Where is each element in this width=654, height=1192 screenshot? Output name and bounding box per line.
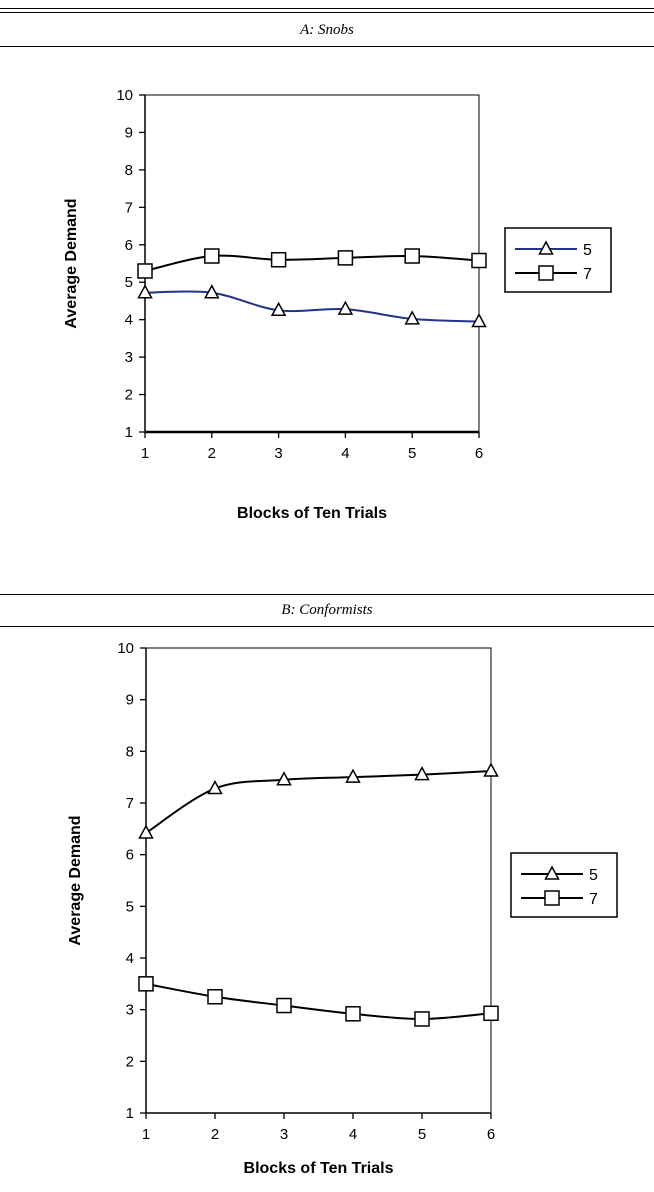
chart-a-plot-area <box>144 94 480 433</box>
chart-b-y-tick-label: 5 <box>126 898 134 915</box>
chart-b-series-7-point <box>138 976 154 992</box>
chart-a-legend-label-5: 5 <box>583 242 592 259</box>
panel-a-title-rule <box>0 46 654 47</box>
chart-a-y-tick-label: 9 <box>125 124 133 141</box>
chart-b-x-axis-label: Blocks of Ten Trials <box>244 1160 394 1177</box>
chart-a-series-7-point <box>204 248 220 264</box>
chart-b-y-tick-label: 6 <box>126 847 134 864</box>
chart-a-y-tick-label: 8 <box>125 162 133 179</box>
chart-b-series-7-point <box>345 1006 361 1022</box>
panel-a-title: A: Snobs <box>300 22 354 38</box>
chart-b-x-tick-label: 2 <box>211 1126 219 1143</box>
chart-a-y-tick-label: 5 <box>125 274 133 291</box>
chart-b-series-5-point <box>207 779 223 795</box>
chart-a-y-tick-label: 3 <box>125 349 133 366</box>
chart-a-legend: 57 <box>504 227 612 293</box>
chart-b-x-tick-label: 4 <box>349 1126 357 1143</box>
chart-a-series-7-point <box>337 250 354 266</box>
chart-b-series-5-line <box>145 769 492 834</box>
chart-a-series-5-point <box>337 300 354 315</box>
chart-a-series-7-point <box>137 263 153 279</box>
chart-b-series-5 <box>138 762 499 839</box>
chart-b-y-tick-label: 1 <box>126 1105 134 1122</box>
chart-b-legend-marker-7 <box>544 890 560 906</box>
panel-b-title-rule <box>0 626 654 627</box>
chart-b-series-7-point <box>276 997 292 1014</box>
chart-a-y-tick-label: 6 <box>125 237 133 254</box>
chart-a-y-axis-label: Average Demand <box>63 198 80 328</box>
chart-b-series-5-point <box>483 762 499 777</box>
chart-b-y-tick-label: 4 <box>126 950 134 967</box>
chart-b-legend-label-5: 5 <box>589 867 598 884</box>
chart-a-legend-label-7: 7 <box>583 266 592 283</box>
chart-a-series-7-line <box>144 254 480 272</box>
top-double-rule-1 <box>0 8 654 9</box>
chart-b-x-tick-label: 6 <box>487 1126 495 1143</box>
chart-a-series-5-point <box>270 301 287 317</box>
chart-a-series-7 <box>137 248 487 279</box>
chart-b-series-7-line <box>145 982 492 1020</box>
chart-a-legend-marker-7 <box>538 265 554 281</box>
chart-a-y-tick-label: 1 <box>125 424 133 441</box>
chart-a-y-tick-label: 10 <box>116 87 133 104</box>
chart-b-y-tick-label: 3 <box>126 1002 134 1019</box>
chart-a-series-5-point <box>471 312 487 328</box>
chart-a-x-tick-label: 2 <box>208 445 216 462</box>
chart-b: 1 2 3 4 5 6 7 8 9 10 1 2 3 4 5 6 Blocks of Ten Trials Ave… <box>67 640 618 1177</box>
chart-b-x-tick-label: 1 <box>142 1126 150 1143</box>
chart-a-series-7-point <box>270 252 287 268</box>
panel-b-top-rule <box>0 594 654 595</box>
chart-a-x-axis-label: Blocks of Ten Trials <box>237 505 387 522</box>
chart-b-legend-label-7: 7 <box>589 891 598 908</box>
chart-a-series-7-point <box>471 252 487 269</box>
chart-b-y-tick-label: 2 <box>126 1053 134 1070</box>
chart-b-y-tick-label: 9 <box>126 692 134 709</box>
chart-b-series-7-point <box>207 989 223 1005</box>
chart-a-y-tick-label: 2 <box>125 387 133 404</box>
chart-b-legend: 57 <box>510 852 618 918</box>
chart-a-x-tick-label: 3 <box>274 445 282 462</box>
chart-b-series-5-point <box>138 824 154 839</box>
chart-a-y-tick-label: 7 <box>125 199 133 216</box>
chart-a-x-tick-label: 4 <box>341 445 349 462</box>
chart-a-series-5 <box>137 284 487 328</box>
chart-b-y-tick-label: 8 <box>126 743 134 760</box>
chart-b-series-7-point <box>483 1005 499 1022</box>
chart-b-y-axis-label: Average Demand <box>67 815 84 945</box>
chart-b-series-7-point <box>414 1011 430 1027</box>
chart-b-x-tick-label: 5 <box>418 1126 426 1143</box>
chart-b-series-5-point <box>414 766 430 781</box>
chart-a-x-tick-label: 1 <box>141 445 149 462</box>
chart-b-series-5-point <box>345 768 361 783</box>
chart-b-series-5-point <box>276 771 292 786</box>
chart-a-series-5-point <box>204 284 220 299</box>
chart-a-series-5-line <box>144 290 480 323</box>
chart-b-x-tick-label: 3 <box>280 1126 288 1143</box>
chart-b-series-7 <box>138 976 499 1027</box>
top-double-rule-2 <box>0 12 654 13</box>
chart-b-legend-box <box>510 852 618 918</box>
chart-b-plot-area <box>145 647 492 1114</box>
chart-a-y-tick-label: 4 <box>125 312 133 329</box>
chart-a-series-5-point <box>404 310 420 325</box>
chart-a-series-5-point <box>137 284 153 299</box>
chart-a: 1 2 3 4 5 6 7 8 9 10 1 2 3 4 5 6 Blocks of Ten Trials Ave… <box>63 87 612 522</box>
chart-a-legend-box <box>504 227 612 293</box>
panel-b-title: B: Conformists <box>281 602 373 618</box>
chart-b-y-tick-label: 10 <box>117 640 134 657</box>
chart-b-legend-marker-5 <box>544 865 560 880</box>
chart-a-x-tick-label: 5 <box>408 445 416 462</box>
chart-a-legend-marker-5 <box>538 240 554 255</box>
chart-a-x-tick-label: 6 <box>475 445 483 462</box>
chart-b-y-tick-label: 7 <box>126 795 134 812</box>
chart-a-series-7-point <box>404 248 420 264</box>
